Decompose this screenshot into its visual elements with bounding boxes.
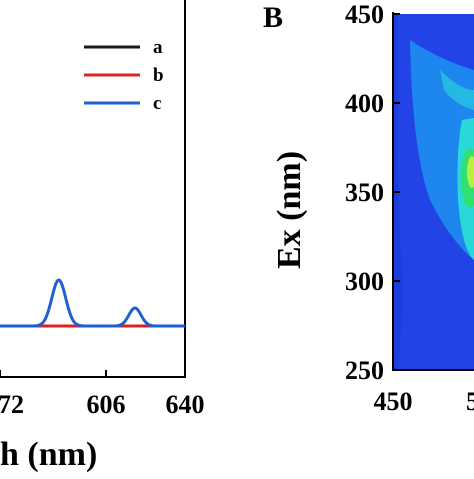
y-tick-label: 350 [345, 178, 384, 207]
legend-label-c: c [153, 93, 161, 114]
legend-label-b: b [153, 65, 164, 86]
x-tick-label: 72 [0, 390, 24, 419]
legend-label-a: a [153, 37, 163, 58]
series-line-c [0, 280, 185, 326]
y-tick-label: 450 [345, 0, 384, 29]
panel-a: 72 606 640 abc h (nm) [0, 0, 205, 473]
legend: abc [84, 37, 164, 114]
x-tick-label: 5 [466, 387, 474, 416]
y-tick-label: 300 [345, 267, 384, 296]
y-axis-label: Ex (nm) [271, 151, 308, 269]
x-tick-label: 640 [166, 390, 205, 419]
x-tick-label: 450 [374, 387, 413, 416]
y-tick-label: 400 [345, 89, 384, 118]
x-tick-label: 606 [87, 390, 126, 419]
y-tick-label: 250 [345, 356, 384, 385]
x-axis-label: h (nm) [0, 436, 97, 473]
panel-label-b: B [263, 1, 283, 34]
